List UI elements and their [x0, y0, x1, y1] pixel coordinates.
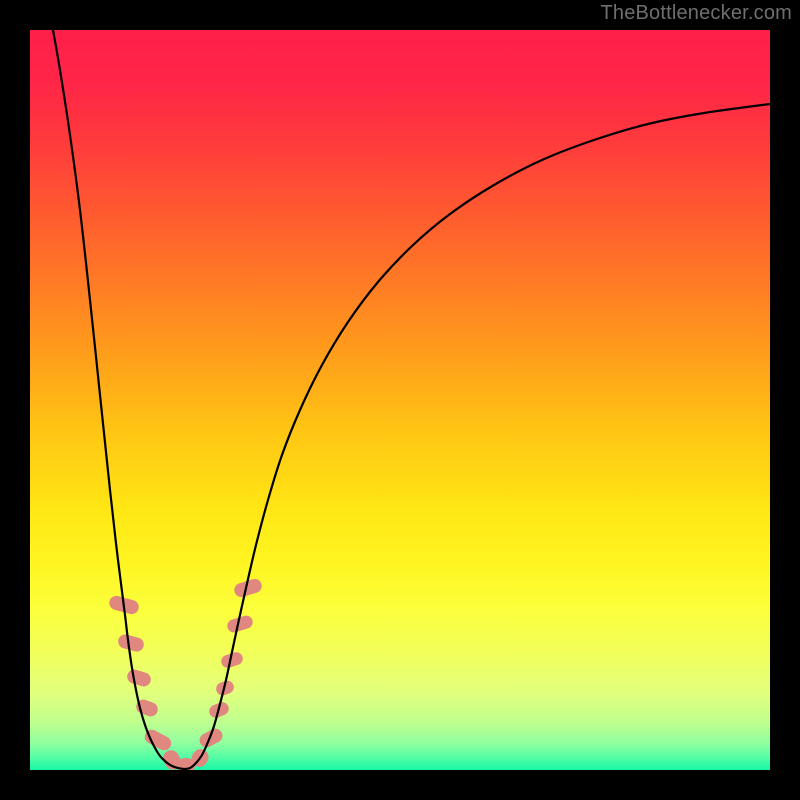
watermark-text: TheBottlenecker.com: [600, 2, 792, 25]
plot-area: [30, 30, 770, 770]
bottleneck-curve: [53, 30, 770, 769]
curve-layer: [30, 30, 770, 770]
chart-frame: TheBottlenecker.com: [0, 0, 800, 800]
data-point: [197, 726, 225, 750]
data-point: [117, 633, 146, 653]
data-point-marks: [108, 577, 264, 770]
data-point: [125, 668, 152, 688]
